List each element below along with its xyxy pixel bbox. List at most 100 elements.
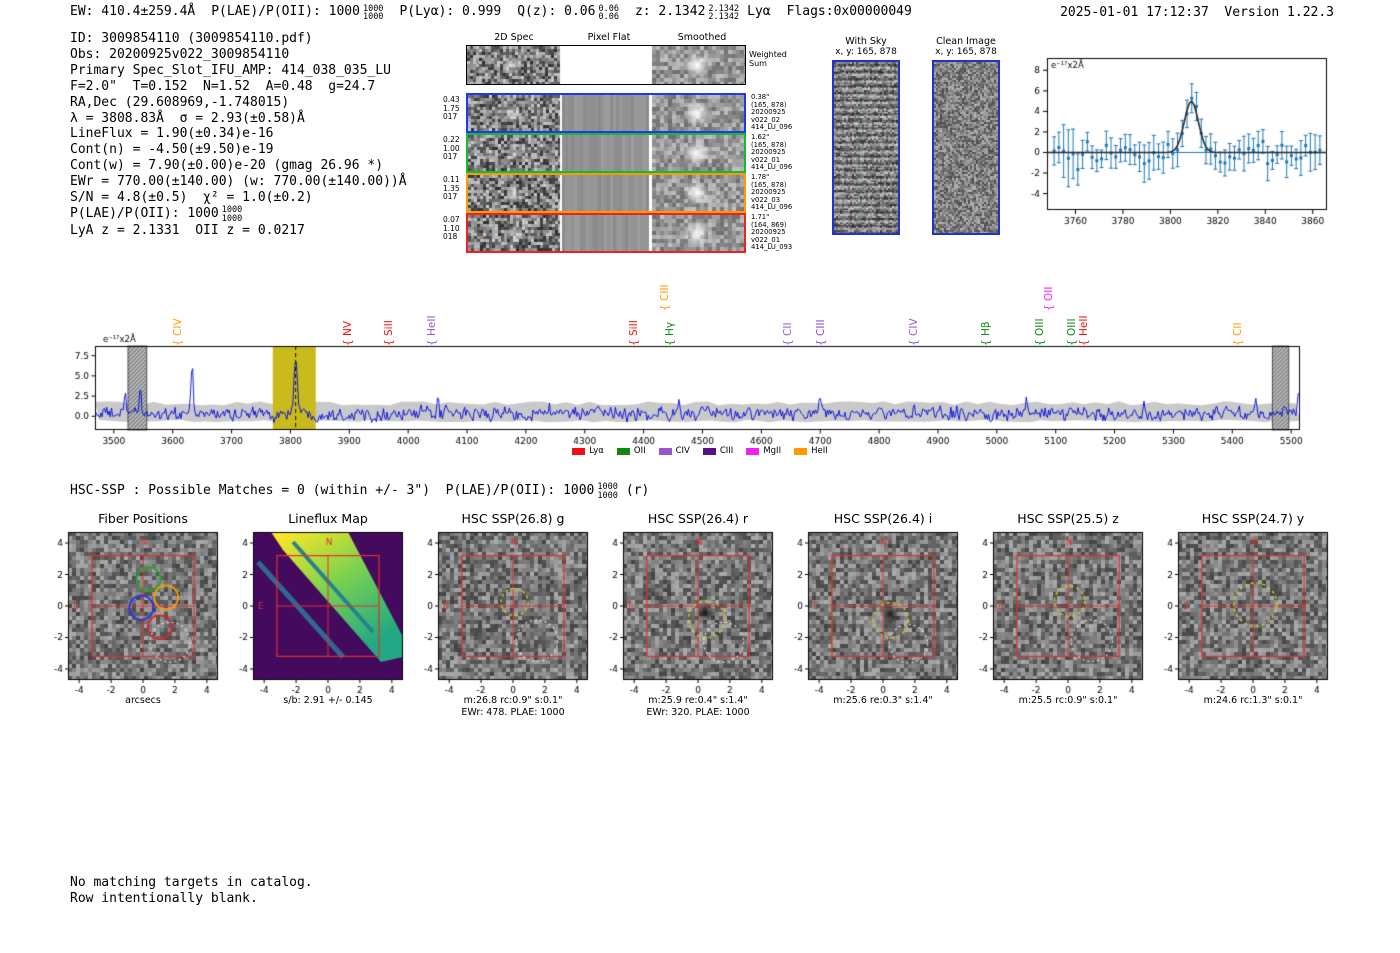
2d-spec-row-strip-4 (466, 213, 746, 253)
cutout-caption1-2: m:26.8 rc:0.9" s:0.1" (463, 695, 563, 706)
header-ew: EW: 410.4±259.4Å (70, 4, 196, 19)
emission-line-label-CII: { CII (781, 322, 794, 346)
cutout-canvas-0 (42, 528, 222, 696)
cutout-canvas-5 (967, 528, 1147, 696)
line-fit-zoom-plot (1005, 46, 1340, 238)
legend-label: HeII (811, 446, 828, 456)
cutout-caption1-0: arcsecs (125, 695, 161, 706)
emission-line-label-NV: { NV (341, 320, 354, 346)
hsc-match-text: HSC-SSP : Possible Matches = 0 (within +… (70, 483, 595, 498)
2d-row-right-label-1: 1.62" (165, 878) 20200925 v022_01 414_LU_096 (751, 133, 793, 172)
timestamp: 2025-01-01 17:12:37 Version 1.22.3 (1060, 5, 1334, 20)
header-qz-bot: 0.06 (598, 12, 619, 22)
col-header-smoothed: Smoothed (677, 32, 727, 43)
header-plae-label: P(LAE)/P(OII): 1000 (211, 4, 360, 19)
legend-item-CIV: CIV (658, 446, 690, 456)
info-plae-label: P(LAE)/P(OII): 1000 (70, 205, 219, 221)
info-line-4: RA,Dec (29.608969,-1.748015) (70, 94, 290, 110)
info-line-0: ID: 3009854110 (3009854110.pdf) (70, 31, 313, 46)
header-qz: Q(z): 0.06 0.06 0.06 (517, 4, 619, 22)
legend-item-OII: OII (616, 446, 646, 456)
info-line-5: λ = 3808.83Å σ = 2.93(±0.58)Å (70, 110, 305, 126)
info-line-8: Cont(w) = 7.90(±0.00)e-20 (gmag 26.96 *) (70, 158, 384, 174)
cutout-caption1-5: m:25.5 rc:0.9" s:0.1" (1018, 695, 1118, 706)
emission-line-label-HeII: { HeII (1077, 315, 1090, 346)
cutout-canvas-3 (597, 528, 777, 696)
legend-swatch (658, 447, 672, 455)
header-qz-top: 0.06 (598, 3, 619, 14)
2d-spec-row-strip-2 (466, 133, 746, 173)
cutout-canvas-4 (782, 528, 962, 696)
legend-item-CIII: CIII (702, 446, 734, 456)
info-line-9: EWr = 770.00(±140.00) (w: 770.00(±140.00… (70, 174, 407, 190)
hsc-match-header: HSC-SSP : Possible Matches = 0 (within +… (70, 483, 649, 500)
cutout-caption2-3: EWr: 320. PLAE: 1000 (646, 707, 750, 718)
header-plae: P(LAE)/P(OII): 1000 1000 1000 (211, 4, 383, 22)
2d-row-left-label-0: 0.43 1.75 017 (443, 95, 460, 122)
info-line-1: Obs: 20200925v022_3009854110 (70, 46, 290, 62)
header-plae-bot: 1000 (362, 12, 384, 22)
cutout-caption1-3: m:25.9 re:0.4" s:1.4" (648, 695, 748, 706)
col-header-pixel-flat: Pixel Flat (587, 32, 631, 43)
cutout-caption2-2: EWr: 478. PLAE: 1000 (461, 707, 565, 718)
cutout-caption1-4: m:25.6 re:0.3" s:1.4" (833, 695, 933, 706)
2d-row-left-label-3: 0.07 1.10 018 (443, 215, 460, 242)
cutout-title-3: HSC SSP(26.4) r (647, 511, 749, 526)
cutout-caption1-1: s/b: 2.91 +/- 0.145 (283, 695, 373, 706)
weighted-sum-line2: Sum (749, 59, 767, 68)
legend-label: CIII (719, 446, 734, 456)
emission-line-label-CIII: { CIII (815, 319, 828, 346)
header-plae-top: 1000 (362, 3, 384, 14)
emission-line-label-CIII: { CIII (658, 284, 671, 311)
emission-line-label-SiII: { SiII (382, 320, 395, 346)
cutout-title-4: HSC SSP(26.4) i (833, 511, 933, 526)
full-spectrum-plot (50, 330, 1320, 462)
cutout-canvas-2 (412, 528, 592, 696)
2d-spec-row-strip-1 (466, 93, 746, 133)
emission-line-label-OIII: { OIII (1066, 318, 1079, 346)
info-line-2: Primary Spec_Slot_IFU_AMP: 414_038_035_L… (70, 62, 391, 78)
header-plae-fraction: 1000 1000 (362, 3, 384, 22)
spectrum-legend: Lyα OII CIV CIII MgII HeII (500, 446, 900, 456)
hsc-match-tail: (r) (625, 483, 650, 498)
footer-line2: Row intentionally blank. (70, 890, 258, 906)
legend-item-MgII: MgII (746, 446, 781, 456)
clean-image-title: Clean Image (936, 36, 996, 47)
weighted-sum-line1: Weighted (749, 50, 787, 59)
info-line-plae: P(LAE)/P(OII): 1000 1000 1000 (70, 206, 407, 224)
info-line-3: F=2.0" T=0.152 N=1.52 A=0.48 g=24.7 (70, 78, 376, 94)
with-sky-coords: x, y: 165, 878 (835, 47, 897, 57)
cutout-canvas-6 (1152, 528, 1332, 696)
info-line-7: Cont(n) = -4.50(±9.50)e-19 (70, 142, 274, 158)
legend-swatch (746, 447, 760, 455)
emission-line-label-CIV: { CIV (908, 318, 921, 346)
legend-label: MgII (763, 446, 782, 456)
cutout-title-5: HSC SSP(25.5) z (1017, 511, 1119, 526)
legend-swatch (616, 447, 630, 455)
header-z-top: 2.1342 (708, 3, 740, 14)
cutout-caption1-6: m:24.6 rc:1.3" s:0.1" (1203, 695, 1303, 706)
2d-spec-weighted-strip (466, 45, 746, 85)
clean-image (932, 60, 1000, 235)
footer-line1: No matching targets in catalog. (70, 875, 313, 890)
legend-swatch (702, 447, 716, 455)
emission-line-label-Hγ: { Hγ (663, 321, 676, 346)
emission-line-label-OII: { OII (1042, 286, 1055, 311)
legend-swatch (794, 447, 808, 455)
legend-label: CIV (675, 446, 690, 456)
col-header-2d-spec: 2D Spec (494, 32, 534, 43)
legend-swatch (572, 447, 586, 455)
weighted-sum-label: Weighted Sum (749, 50, 787, 68)
header-plya: P(Lyα): 0.999 (399, 4, 502, 19)
2d-spec-row-strip-3 (466, 173, 746, 213)
footer-notes: No matching targets in catalog. Row inte… (70, 875, 313, 906)
header-z: z: 2.1342 2.1342 2.1342 Lyα (635, 4, 771, 22)
2d-row-left-label-2: 0.11 1.35 017 (443, 175, 460, 202)
header-z-label: z: 2.1342 (634, 4, 706, 19)
emission-line-label-CII: { CII (1232, 322, 1245, 346)
info-line-10: S/N = 4.8(±0.5) χ² = 1.0(±0.2) (70, 190, 313, 206)
clean-image-coords: x, y: 165, 878 (935, 47, 997, 57)
legend-item-Lyα: Lyα (572, 446, 604, 456)
with-sky-image (832, 60, 900, 235)
2d-row-right-label-2: 1.78" (165, 878) 20200925 v022_03 414_LU_096 (751, 173, 793, 212)
